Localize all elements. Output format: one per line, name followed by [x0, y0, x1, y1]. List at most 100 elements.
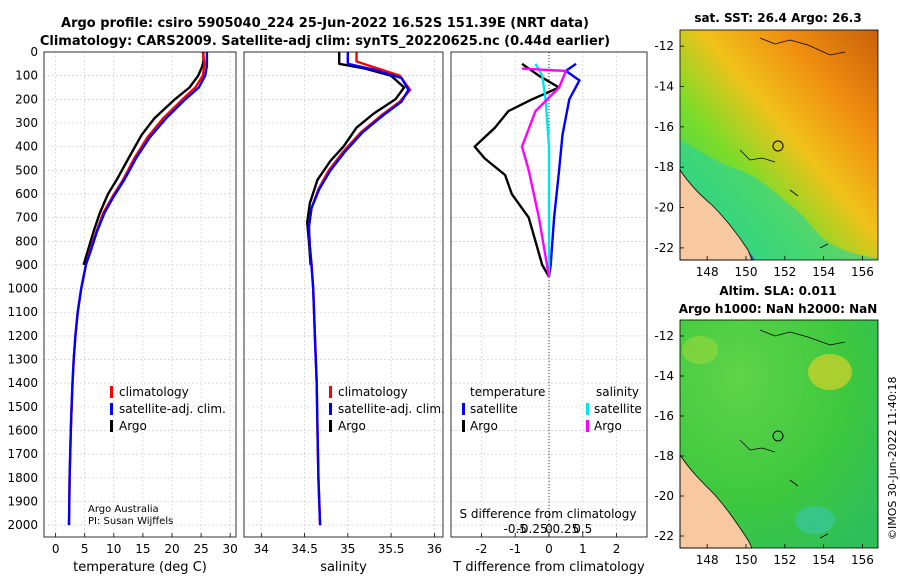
sst-map-title: sat. SST: 26.4 Argo: 26.3	[694, 11, 861, 25]
y-tick-label: 800	[15, 234, 38, 248]
s-tick-label: 0	[545, 522, 553, 536]
series-argo	[306, 52, 406, 265]
map-x-tick-label: 156	[851, 265, 874, 279]
series-satellite-adj-clim-	[307, 52, 410, 526]
x-tick-label: 1	[579, 542, 587, 556]
map-x-tick-label: 156	[851, 553, 874, 567]
y-tick-label: 1900	[7, 495, 38, 509]
sla-reef-outlines	[739, 329, 846, 539]
difference-panel: -2 -1 0 1 2 T difference from climatology	[450, 51, 648, 575]
y-tick-label: 100	[15, 69, 38, 83]
legend-swatch-temp-argo	[462, 420, 465, 432]
map-y-tick-label: -22	[654, 241, 674, 255]
legend-swatch-temp-satellite	[462, 403, 465, 415]
map-y-tick-label: -14	[654, 369, 674, 383]
x-tick-label: 36	[427, 542, 442, 556]
x-tick-label: 15	[135, 542, 150, 556]
x-tick-label: 34.5	[291, 542, 318, 556]
y-tick-label: 1600	[7, 424, 38, 438]
map-x-tick-label: 152	[773, 553, 796, 567]
series-salinity-satellite	[534, 63, 551, 277]
map-y-tick-label: -12	[654, 329, 674, 343]
imos-timestamp: ©IMOS 30-Jun-2022 11:40:18	[886, 376, 899, 540]
x-axis-label: salinity	[320, 560, 367, 575]
y-tick-label: 1200	[7, 329, 38, 343]
sla-high-anomaly	[808, 354, 852, 390]
map-x-tick-label: 152	[773, 265, 796, 279]
legend-label-argo: Argo	[119, 419, 147, 433]
axes-frame	[450, 51, 648, 538]
series-salinity-argo	[520, 67, 568, 278]
series-satellite-adj-clim-	[67, 52, 209, 526]
legend-swatch-argo	[329, 420, 332, 432]
temperature-panel: 0 5 10 15 20 25 300100200300400500600700800900…	[7, 45, 237, 575]
series-temperature-argo	[473, 62, 561, 278]
map-x-tick-label: 150	[735, 553, 758, 567]
sla-map-frame	[679, 319, 879, 549]
sla-land	[679, 453, 753, 549]
legend-label-temp-satellite: satellite	[470, 402, 518, 416]
y-tick-label: 900	[15, 258, 38, 272]
legend-label-satellite: satellite-adj. clim.	[119, 402, 226, 416]
sst-argo-location	[772, 140, 784, 152]
map-y-tick-label: -20	[654, 489, 674, 503]
y-tick-label: 500	[15, 163, 38, 177]
sla-map-title-2: Argo h1000: NaN h2000: NaN	[679, 302, 878, 316]
sla-map-title-1: Altim. SLA: 0.011	[719, 284, 836, 298]
legend-label-climatology: climatology	[338, 385, 408, 399]
map-y-tick-label: -12	[654, 39, 674, 53]
legend-swatch-climatology	[329, 386, 332, 398]
map-x-tick-label: 148	[696, 265, 719, 279]
y-tick-label: 1500	[7, 400, 38, 414]
legend-swatch-sal-satellite	[586, 403, 589, 415]
map-y-tick-label: -18	[654, 160, 674, 174]
map-y-tick-label: -16	[654, 409, 674, 423]
sst-map-axes: 148 150 152 154 156 -12 -14 -16 -18 -20 -22	[654, 39, 874, 279]
y-tick-label: 1300	[7, 353, 38, 367]
map-y-tick-label: -22	[654, 529, 674, 543]
legend-label-satellite: satellite-adj. clim.	[338, 402, 445, 416]
legend-swatch-argo	[110, 420, 113, 432]
y-tick-label: 1400	[7, 376, 38, 390]
sst-land	[679, 168, 753, 261]
sla-argo-location	[772, 430, 784, 442]
x-tick-label: -2	[475, 542, 487, 556]
sla-high-anomaly-2	[682, 336, 718, 364]
y-tick-label: 300	[15, 116, 38, 130]
s-difference-ticks: -0.5-0.250 0.250.5	[503, 522, 592, 536]
legend-label-argo: Argo	[338, 419, 366, 433]
y-tick-label: 1100	[7, 305, 38, 319]
s-tick-label: 0.25	[553, 522, 580, 536]
legend-label-temp-argo: Argo	[470, 419, 498, 433]
y-tick-label: 1700	[7, 447, 38, 461]
s-tick-label: -0.25	[517, 522, 548, 536]
y-tick-label: 1800	[7, 471, 38, 485]
legend-label-sal-satellite: satellite	[594, 402, 642, 416]
x-tick-label: 2	[613, 542, 621, 556]
x-tick-label: 0	[52, 542, 60, 556]
x-tick-label: 30	[223, 542, 238, 556]
axes-frame	[43, 51, 237, 538]
series-temperature-satellite	[547, 62, 581, 277]
map-x-tick-label: 154	[812, 265, 835, 279]
x-tick-label: 34	[254, 542, 269, 556]
legend-title-temperature: temperature	[470, 385, 545, 399]
x-tick-label: 0	[545, 542, 553, 556]
x-tick-label: 10	[106, 542, 121, 556]
y-tick-label: 400	[15, 140, 38, 154]
map-y-tick-label: -18	[654, 449, 674, 463]
map-y-tick-label: -16	[654, 120, 674, 134]
y-tick-label: 600	[15, 187, 38, 201]
x-tick-label: 35	[340, 542, 355, 556]
salinity-legend: climatology satellite-adj. clim. Argo	[329, 385, 445, 433]
sla-map-axes: 148 150 152 154 156 -12 -14 -16 -18 -20 -22	[654, 329, 874, 567]
x-tick-label: 25	[193, 542, 208, 556]
legend-label-climatology: climatology	[119, 385, 189, 399]
axes-frame	[243, 51, 444, 538]
sla-low-anomaly	[795, 506, 835, 534]
difference-legend: temperature satellite Argo salinity sate…	[462, 385, 642, 433]
map-x-tick-label: 154	[812, 553, 835, 567]
legend-swatch-satellite	[329, 403, 332, 415]
s-difference-label: S difference from climatology	[460, 507, 637, 521]
title-line-1: Argo profile: csiro 5905040_224 25-Jun-2…	[61, 16, 589, 31]
